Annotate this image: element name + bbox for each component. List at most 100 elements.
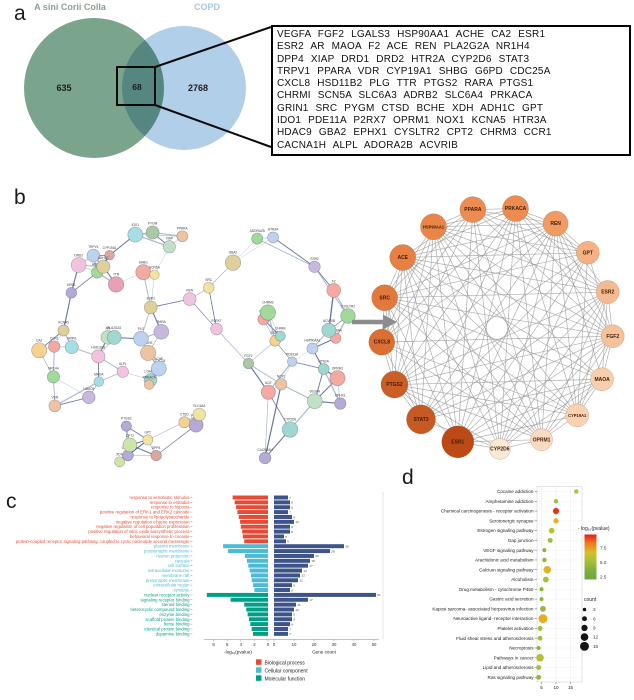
count-size-legend: count 3 6 9 12 15 <box>580 597 599 651</box>
svg-text:protein-coupled receptor signa: protein-coupled receptor signaling pathw… <box>16 539 190 544</box>
gene-count-bar <box>274 631 288 636</box>
string-node <box>274 330 286 342</box>
svg-text:SCN5A: SCN5A <box>149 266 161 270</box>
svg-text:positive regulation of ERK1 an: positive regulation of ERK1 and ERK2 cas… <box>100 510 190 515</box>
svg-text:5: 5 <box>540 685 543 690</box>
svg-text:synapse: synapse <box>173 588 190 593</box>
svg-text:CYP2D6: CYP2D6 <box>490 447 510 453</box>
string-node <box>106 330 122 345</box>
svg-text:CA2: CA2 <box>36 339 42 343</box>
svg-text:0: 0 <box>267 642 270 647</box>
string-node <box>306 393 323 410</box>
string-node <box>340 308 356 324</box>
dotplot-axis: 5 10 15 <box>540 682 573 690</box>
string-node <box>48 340 61 353</box>
gene-count-bar <box>274 558 310 563</box>
string-node <box>224 254 242 271</box>
svg-text:ADORA2B: ADORA2B <box>250 229 265 233</box>
svg-text:STAT3: STAT3 <box>270 331 280 335</box>
svg-text:CHRMI: CHRMI <box>275 327 286 331</box>
svg-text:dopamine binding: dopamine binding <box>156 631 191 636</box>
pvalue-bar <box>249 568 268 573</box>
svg-text:FGF2: FGF2 <box>244 354 252 358</box>
svg-text:Kaposi sarcoma- associated her: Kaposi sarcoma- associated herpesvirus i… <box>432 606 534 611</box>
pvalue-bar <box>223 544 268 549</box>
string-node <box>182 292 197 306</box>
gene-count-bar <box>274 495 288 500</box>
svg-text:6: 6 <box>226 642 229 647</box>
string-node <box>127 226 144 243</box>
go-enrichment-chart: response to xenobiotic stimulus 7 response… <box>16 492 384 682</box>
arrow-icon <box>352 314 397 330</box>
venn-left-title: A sini Corii Colla <box>34 2 107 12</box>
svg-text:Cocaine addiction: Cocaine addiction <box>497 489 534 494</box>
string-node <box>145 225 160 240</box>
string-node <box>251 232 264 245</box>
string-node <box>114 456 125 468</box>
pathway-dot <box>539 587 544 592</box>
hub-node <box>576 240 600 265</box>
svg-text:10: 10 <box>295 520 299 524</box>
svg-text:CYP19A1: CYP19A1 <box>568 413 587 418</box>
gene-count-bar <box>274 529 290 534</box>
svg-text:GBA2: GBA2 <box>229 251 238 255</box>
pvalue-bar <box>247 612 268 617</box>
ppi-networks: VEGFA FGF2 LGALS3 HSP90AA1 ACHE CA2 ESR1 ESR2 AR… <box>31 195 625 468</box>
svg-text:DRD1: DRD1 <box>67 283 76 287</box>
pvalue-bar <box>206 592 268 597</box>
go-bar-legend: Biological process Cellular component Mole… <box>256 659 308 682</box>
svg-text:ACE: ACE <box>397 255 408 261</box>
pvalue-bar <box>232 495 268 500</box>
string-node <box>287 356 298 367</box>
string-node <box>326 283 341 298</box>
gene-count-bar <box>274 500 290 505</box>
svg-text:8: 8 <box>291 501 293 505</box>
pathway-dot <box>537 625 543 631</box>
svg-text:GPT: GPT <box>144 431 151 435</box>
gene-box-line: HDAC9 GBA2 EPHX1 CYSLTR2 CPT2 CHRM3 CCR1 <box>277 127 552 139</box>
intersection-gene-box: VEGFA FGF2 LGALS3 HSP90AA1 ACHE CA2 ESR1… <box>271 25 631 156</box>
svg-text:Ras signaling pathway: Ras signaling pathway <box>488 675 535 680</box>
svg-text:SLC6A3: SLC6A3 <box>193 404 205 408</box>
hub-node <box>441 425 475 459</box>
svg-text:7: 7 <box>289 627 291 631</box>
string-node <box>258 451 272 465</box>
svg-text:Lipid and atherosclerosis: Lipid and atherosclerosis <box>483 665 535 670</box>
svg-text:FGF2: FGF2 <box>606 334 619 340</box>
panel-d-label: d <box>402 466 414 489</box>
string-network-nodes: VEGFA FGF2 LGALS3 HSP90AA1 ACHE CA2 ESR1 ESR2 AR… <box>31 222 356 468</box>
gene-box-line: ESR2 AR MAOA F2 ACE REN PLA2G2A NR1H4 <box>277 41 530 53</box>
go-bar-rows: response to xenobiotic stimulus 7 response… <box>16 495 381 636</box>
hub-node <box>596 280 620 304</box>
gene-count-bar <box>274 622 290 627</box>
svg-text:MAOA: MAOA <box>94 373 104 377</box>
svg-text:PPARA: PPARA <box>177 227 188 231</box>
gene-box-line: IDO1 PDE11A P2RX7 OPRM1 NOX1 KCNA5 HTR3A <box>277 115 547 127</box>
pvalue-bar <box>254 588 268 593</box>
svg-text:PRKACA: PRKACA <box>505 206 527 212</box>
svg-text:VEGF signaling pathway: VEGF signaling pathway <box>483 548 534 553</box>
hub-node <box>565 403 589 428</box>
string-node <box>70 257 87 273</box>
svg-text:PDE11A: PDE11A <box>286 353 299 357</box>
gene-count-bar <box>274 563 308 568</box>
pvalue-bar <box>250 622 268 627</box>
string-node <box>242 357 255 370</box>
pvalue-bar <box>237 510 268 515</box>
panel-c-label: c <box>6 490 17 513</box>
svg-text:50: 50 <box>372 642 377 647</box>
svg-text:OPRM1: OPRM1 <box>533 437 551 443</box>
svg-text:7: 7 <box>289 496 291 500</box>
string-node <box>210 322 223 336</box>
svg-text:heterocyclic compound binding: heterocyclic compound binding <box>131 607 191 612</box>
svg-text:4: 4 <box>240 642 243 647</box>
gene-count-bar <box>274 573 300 578</box>
pathway-dot <box>540 605 546 612</box>
string-node <box>86 248 101 263</box>
svg-text:12: 12 <box>299 579 303 583</box>
svg-text:2: 2 <box>253 642 256 647</box>
gene-count-bar <box>274 617 292 622</box>
svg-text:5.0: 5.0 <box>600 560 607 565</box>
pvalue-bar <box>240 524 268 529</box>
venn-overlap-count: 68 <box>132 82 142 92</box>
